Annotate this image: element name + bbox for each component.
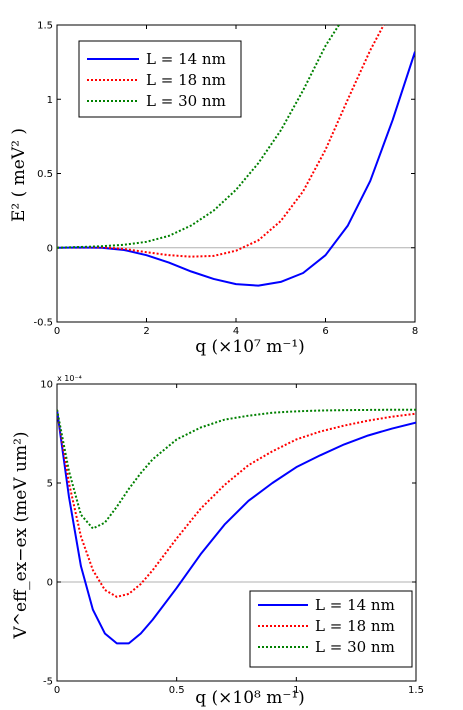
y-tick-label-top: -0.5: [33, 318, 53, 329]
x-tick-label-top: 8: [412, 326, 418, 337]
y-tick-label-top: 0.5: [37, 169, 53, 180]
x-axis-label-top: q (×10⁷ m⁻¹): [195, 337, 305, 357]
legend-top: L = 14 nm L = 18 nm L = 30 nm: [78, 40, 242, 118]
y-tick-label-top: 0: [47, 243, 53, 254]
ticks-top: 0 2 4 6 8-0.500.511.5: [33, 21, 418, 338]
y-tick-label-top: 1: [47, 95, 53, 106]
series-line-l18-top: [57, 25, 385, 258]
series-line-l30-top: [57, 25, 340, 249]
plot-area-bottom: [56, 383, 417, 682]
x-tick-label-bottom: 0: [54, 685, 60, 696]
legend-box-bottom: [249, 590, 413, 668]
legend-label-l30-bottom: L = 30 nm: [315, 638, 395, 656]
series-line-l30-bottom: [57, 408, 416, 530]
x-tick-label-bottom: 1.5: [408, 685, 424, 696]
y-tick-label-top: 1.5: [37, 21, 53, 32]
series-top: [57, 25, 415, 287]
y-axis-label-bottom: V^eff_ex−ex (meV um²): [11, 431, 31, 639]
chart-top: 0 2 4 6 8-0.500.511.5 L = 14 nm L = 18 nm L …: [9, 21, 418, 358]
legend-label-l30-top: L = 30 nm: [146, 92, 226, 110]
x-tick-label-top: 4: [233, 326, 239, 337]
series-bottom: [57, 408, 416, 645]
legend-label-l18-bottom: L = 18 nm: [315, 617, 395, 635]
series-line-l18-bottom: [57, 409, 416, 598]
y-axis-label-top: E² ( meV² ): [9, 128, 29, 222]
x-tick-label-top: 2: [143, 326, 149, 337]
y-tick-label-bottom: -5: [43, 677, 53, 688]
x-axis-label-bottom: q (×10⁸ m⁻¹): [195, 688, 305, 708]
x-tick-label-bottom: 0.5: [169, 685, 185, 696]
legend-bottom: L = 14 nm L = 18 nm L = 30 nm: [249, 590, 413, 668]
legend-label-l14-bottom: L = 14 nm: [315, 596, 395, 614]
legend-box-top: [78, 40, 242, 118]
legend-label-l18-top: L = 18 nm: [146, 71, 226, 89]
y-multiplier-label: x 10⁻⁴: [57, 374, 82, 383]
series-line-l14-bottom: [57, 409, 416, 645]
x-tick-label-top: 0: [54, 326, 60, 337]
x-tick-label-top: 6: [322, 326, 328, 337]
y-tick-label-bottom: 5: [47, 479, 53, 490]
series-line-l14-top: [57, 51, 415, 287]
y-tick-label-bottom: 0: [47, 578, 53, 589]
y-tick-label-bottom: 10: [40, 380, 53, 391]
legend-label-l14-top: L = 14 nm: [146, 50, 226, 68]
x-tick-label-bottom: 1: [293, 685, 299, 696]
